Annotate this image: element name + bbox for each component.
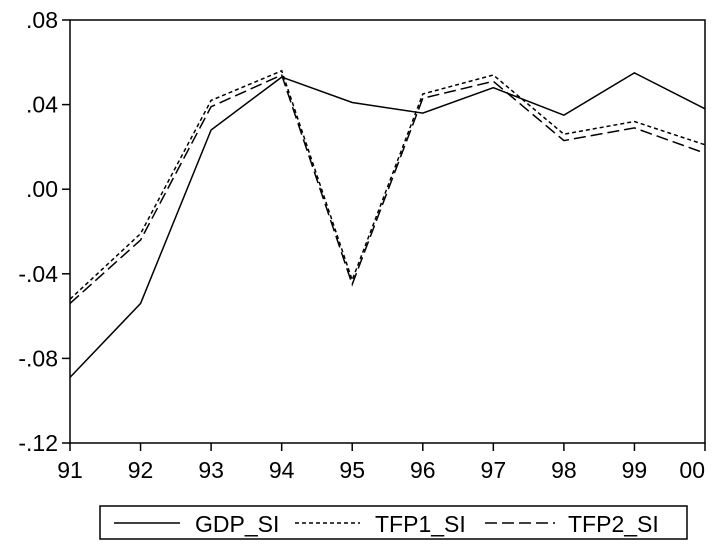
x-tick-label: 98 [551,457,577,483]
x-tick-label: 00 [679,457,705,483]
legend-label-tfp2: TFP2_SI [568,511,659,537]
x-tick-label: 95 [339,457,365,483]
plot-frame [69,19,706,444]
y-axis: .08 .04 .00 -.04 -.08 -.12 [18,7,70,456]
x-tick-label: 96 [410,457,436,483]
legend-label-tfp1: TFP1_SI [375,511,466,537]
legend-box [99,505,688,540]
x-axis: 91 92 93 94 95 96 97 98 99 00 [57,443,706,483]
y-tick-label: -.12 [18,430,58,456]
y-tick-label: .00 [26,176,58,202]
x-tick-label: 94 [269,457,295,483]
legend-label-gdp: GDP_SI [195,511,279,537]
series-line-tfp2-si [69,73,706,304]
x-tick-label: 97 [481,457,507,483]
y-tick-label: .04 [26,92,58,118]
series-lines [69,69,706,378]
series-line-tfp1-si [69,69,706,300]
x-tick-label: 99 [622,457,648,483]
y-tick-label: -.04 [18,261,58,287]
series-line-gdp-si [69,72,706,378]
y-tick-label: -.08 [18,345,58,371]
x-tick-label: 92 [128,457,154,483]
x-tick-label: 93 [198,457,224,483]
legend: GDP_SI TFP1_SI TFP2_SI [99,505,688,540]
x-tick-label: 91 [57,457,83,483]
y-tick-label: .08 [26,7,58,33]
